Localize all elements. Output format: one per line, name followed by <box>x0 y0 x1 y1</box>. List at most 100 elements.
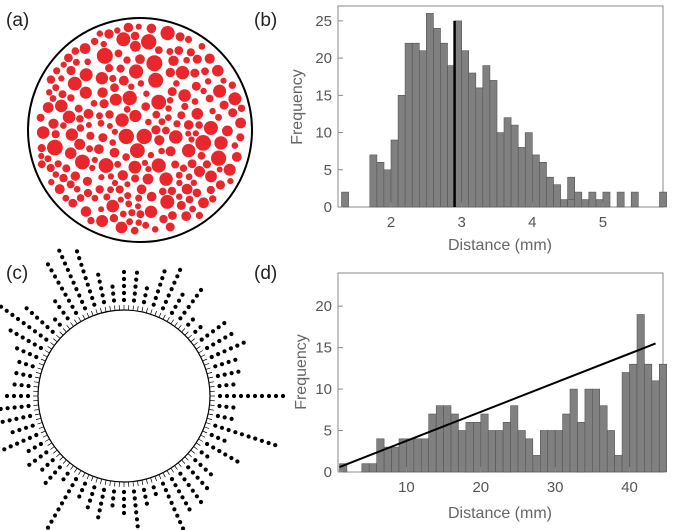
particle <box>109 139 116 146</box>
radial-dot <box>61 310 66 315</box>
panel-label-c: (c) <box>6 263 28 284</box>
radial-dot <box>223 335 228 340</box>
x-tick-label: 40 <box>621 479 638 496</box>
radial-dot <box>121 496 127 502</box>
ring-tick <box>181 459 186 464</box>
particle <box>158 147 165 155</box>
particle <box>96 30 104 37</box>
histogram-bar <box>433 27 441 208</box>
particle <box>189 205 197 213</box>
radial-dot <box>182 477 187 482</box>
particle <box>130 31 140 41</box>
radial-dot <box>141 300 147 305</box>
radial-dot <box>169 477 175 482</box>
particle <box>90 37 99 46</box>
radial-dot <box>211 445 216 450</box>
radial-dot <box>195 475 200 480</box>
radial-dot <box>96 515 101 520</box>
radial-dot <box>92 302 97 307</box>
particle <box>135 203 141 210</box>
radial-dot <box>82 306 88 311</box>
radial-dot <box>222 321 227 326</box>
ring-tick <box>198 350 203 354</box>
particle <box>44 155 52 163</box>
y-tick-label: 15 <box>315 87 332 104</box>
radial-dot <box>28 413 33 419</box>
radial-dot <box>133 284 138 289</box>
inner-ring <box>37 309 211 483</box>
radial-dot <box>15 316 21 322</box>
particle <box>151 158 166 173</box>
radial-dot <box>63 292 68 297</box>
radial-dot <box>79 262 84 267</box>
radial-dot <box>253 436 258 441</box>
radial-dot <box>233 357 238 362</box>
ring-tick <box>33 386 39 388</box>
particle <box>98 133 108 143</box>
radial-dot <box>99 501 104 506</box>
particle <box>128 209 136 217</box>
radial-dot <box>96 272 101 277</box>
radial-dot <box>200 480 205 485</box>
particle <box>115 185 124 194</box>
ring-tick <box>38 363 44 366</box>
histogram-bar <box>547 430 556 473</box>
radial-dot <box>169 310 175 315</box>
particle <box>64 147 77 159</box>
radial-dot <box>205 333 210 338</box>
radial-dot <box>73 310 79 315</box>
radial-dot <box>56 280 61 285</box>
ring-tick <box>141 480 144 486</box>
radial-dot <box>27 435 32 440</box>
particle <box>227 178 234 185</box>
particle <box>109 74 117 83</box>
x-tick-label: 3 <box>457 214 465 231</box>
ring-tick <box>114 481 116 487</box>
radial-dot <box>5 406 10 411</box>
particle <box>146 55 163 72</box>
particle <box>135 194 143 202</box>
particle <box>185 173 193 181</box>
radial-dot <box>169 500 174 505</box>
ring-tick <box>208 381 214 383</box>
particle <box>124 181 131 188</box>
ring-tick <box>170 467 174 473</box>
histogram-bar <box>397 95 406 208</box>
particle <box>143 90 150 97</box>
particle <box>60 61 67 68</box>
x-tick-label: 30 <box>547 479 564 496</box>
histogram-bar <box>602 191 611 208</box>
particle <box>105 110 114 119</box>
radial-dot <box>259 393 265 399</box>
radial-dot <box>100 494 105 499</box>
radial-dot <box>21 438 26 443</box>
ring-tick <box>37 422 43 425</box>
particle <box>109 214 119 223</box>
radial-dot <box>121 510 127 516</box>
particle <box>104 29 114 39</box>
histogram-bar <box>554 430 563 473</box>
particle <box>73 185 81 193</box>
y-axis-label-d: Frequency <box>293 334 310 410</box>
radial-dot <box>49 519 54 524</box>
radial-dot <box>38 345 44 351</box>
ring-tick <box>204 426 210 429</box>
particle <box>123 56 131 64</box>
histogram-bar <box>525 438 534 473</box>
y-tick-label: 20 <box>315 298 332 315</box>
y-tick-label: 20 <box>315 50 332 67</box>
particle <box>58 75 65 82</box>
ring-tick <box>187 453 192 458</box>
particle <box>130 143 145 159</box>
particle <box>42 102 54 113</box>
radial-dot <box>66 489 72 494</box>
radial-dot <box>121 297 127 303</box>
particle <box>95 72 109 85</box>
radial-dot <box>217 383 222 389</box>
radial-dot <box>134 510 139 515</box>
radial-dot <box>14 416 19 421</box>
particle <box>129 109 142 123</box>
particle <box>124 192 132 200</box>
radial-dot <box>35 315 40 320</box>
histogram-bar <box>591 388 600 473</box>
